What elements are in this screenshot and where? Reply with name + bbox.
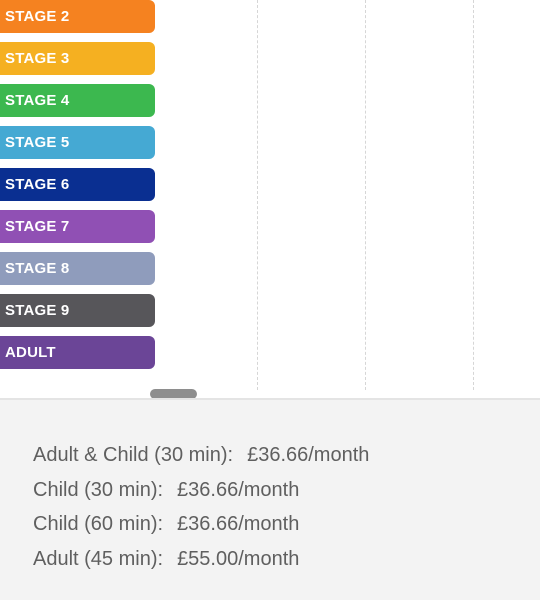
grid-column-divider bbox=[257, 0, 258, 390]
price-label: Child (60 min): bbox=[33, 513, 164, 535]
stage-4-button[interactable]: STAGE 4 bbox=[0, 84, 155, 117]
stage-3-button[interactable]: STAGE 3 bbox=[0, 42, 155, 75]
horizontal-scroll-handle[interactable] bbox=[150, 389, 197, 398]
stage-6-button[interactable]: STAGE 6 bbox=[0, 168, 155, 201]
stage-8-button[interactable]: STAGE 8 bbox=[0, 252, 155, 285]
price-row-adult-45: Adult (45 min): £55.00/month bbox=[33, 542, 369, 577]
price-row-child-30: Child (30 min): £36.66/month bbox=[33, 473, 369, 508]
price-amount: £36.66/month bbox=[177, 478, 300, 501]
price-label: Adult (45 min): bbox=[33, 547, 164, 570]
stage-9-button[interactable]: STAGE 9 bbox=[0, 294, 155, 327]
stage-7-button[interactable]: STAGE 7 bbox=[0, 210, 155, 243]
price-row-adult-child-30: Adult & Child (30 min): £36.66/month bbox=[33, 438, 369, 473]
price-label: Child (30 min): bbox=[33, 478, 164, 501]
grid-column-divider bbox=[365, 0, 366, 390]
grid-column-divider bbox=[473, 0, 474, 390]
price-amount: £36.66/month bbox=[247, 444, 370, 466]
price-amount: £36.66/month bbox=[177, 513, 300, 535]
pricing-list: Adult & Child (30 min): £36.66/month Chil… bbox=[33, 438, 369, 576]
stage-5-button[interactable]: STAGE 5 bbox=[0, 126, 155, 159]
timetable-panel: STAGE 2 STAGE 3 STAGE 4 STAGE 5 STAGE 6 … bbox=[0, 0, 540, 400]
price-row-child-60: Child (60 min): £36.66/month bbox=[33, 507, 369, 542]
price-label: Adult & Child (30 min): bbox=[33, 444, 234, 466]
stage-2-button[interactable]: STAGE 2 bbox=[0, 0, 155, 33]
adult-button[interactable]: ADULT bbox=[0, 336, 155, 369]
price-amount: £55.00/month bbox=[177, 547, 300, 570]
